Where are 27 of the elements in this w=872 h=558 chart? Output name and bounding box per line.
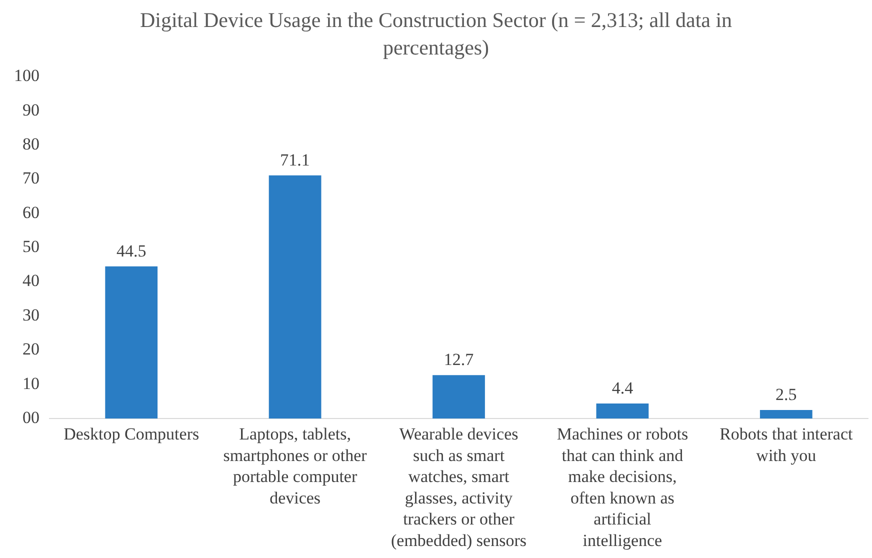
data-label: 12.7 [444, 350, 474, 370]
y-tick-label: 30 [22, 305, 40, 324]
data-label: 71.1 [280, 150, 310, 170]
y-tick-label: 80 [22, 134, 40, 154]
x-tick-label: Wearable devices such as smart watches, smart glasses, activity trackers or other (embedded) sensors [391, 424, 526, 550]
y-tick-label: 50 [22, 237, 40, 256]
data-label: 4.4 [612, 378, 634, 398]
y-tick-label: 20 [22, 340, 40, 359]
x-tick-label: Robots that interact with you [720, 424, 853, 465]
bar [596, 403, 649, 418]
y-tick-label: 70 [22, 168, 40, 188]
data-label: 44.5 [116, 241, 146, 260]
bar [268, 175, 322, 418]
chart-title: Digital Device Usage in the Construction Sector (n = 2,313; all data in percentages) [140, 8, 733, 60]
x-tick-label: Desktop Computers [64, 424, 200, 444]
bar [432, 375, 485, 418]
y-tick-label: 100 [14, 66, 40, 86]
y-tick-label: 10 [22, 374, 40, 393]
x-tick-label: Machines or robots that can think and make decisions, often known as artificial intelligence [556, 424, 688, 550]
y-tick-label: 40 [22, 271, 40, 290]
y-tick-label: 00 [22, 408, 40, 427]
bar [760, 410, 812, 418]
y-tick-label: 60 [22, 202, 40, 222]
y-tick-label: 90 [22, 100, 40, 120]
bar [105, 266, 158, 418]
x-tick-label: Laptops, tablets, smartphones or other portable computer devices [223, 424, 368, 508]
data-label: 2.5 [776, 384, 797, 404]
